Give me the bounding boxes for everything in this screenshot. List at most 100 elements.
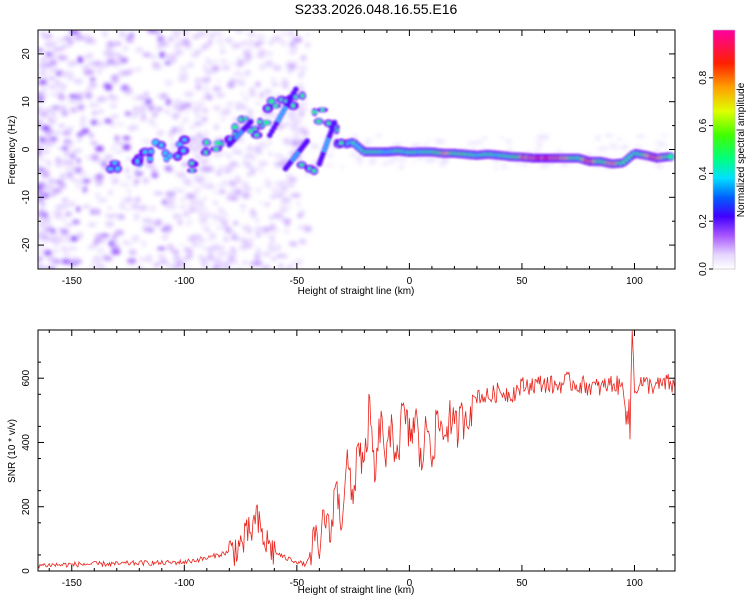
- noise-blob: [168, 133, 174, 140]
- noise-blob: [123, 45, 128, 52]
- noise-blob: [258, 160, 269, 167]
- noise-blob: [296, 113, 302, 117]
- noise-blob: [95, 120, 103, 126]
- noise-blob: [38, 256, 43, 261]
- noise-blob: [291, 263, 295, 267]
- noise-blob: [286, 173, 291, 178]
- noise-blob: [75, 91, 85, 97]
- noise-blob: [220, 118, 227, 121]
- spectrogram-y-label: Frequency (Hz): [7, 116, 18, 185]
- signal-cluster-core: [339, 141, 344, 145]
- noise-blob: [97, 258, 102, 266]
- noise-blob: [273, 212, 282, 219]
- noise-blob: [491, 160, 499, 164]
- spectrogram-y-axis: -20 -10 0 10 20: [21, 29, 675, 270]
- noise-blob: [138, 94, 144, 101]
- noise-blob: [201, 206, 208, 212]
- noise-blob: [177, 188, 185, 193]
- noise-blob: [599, 146, 609, 151]
- noise-blob: [243, 58, 251, 64]
- noise-blob: [293, 60, 299, 64]
- noise-blob: [281, 253, 288, 259]
- x-tick-label: -100: [174, 578, 194, 589]
- noise-blob: [224, 164, 235, 171]
- noise-blob: [438, 164, 446, 168]
- noise-blob: [199, 216, 206, 222]
- noise-blob: [164, 61, 171, 65]
- noise-blob: [173, 99, 182, 105]
- noise-blob: [286, 60, 292, 66]
- x-tick-label: 50: [516, 578, 528, 589]
- noise-blob: [202, 86, 209, 91]
- noise-blob: [118, 203, 126, 209]
- noise-blob: [554, 150, 563, 155]
- noise-blob: [543, 162, 549, 167]
- noise-blob: [258, 140, 265, 148]
- noise-blob: [41, 87, 47, 91]
- noise-blob: [300, 224, 307, 228]
- noise-blob: [330, 134, 338, 138]
- noise-blob: [86, 69, 96, 74]
- noise-blob: [235, 30, 243, 34]
- noise-blob: [285, 64, 291, 68]
- noise-blob: [207, 184, 215, 187]
- noise-blob: [521, 163, 528, 167]
- noise-blob: [229, 78, 235, 83]
- signal-cluster-core: [316, 119, 322, 124]
- signal-streak: [304, 138, 311, 144]
- noise-blob: [217, 185, 222, 188]
- colorbar-tick-label: 0.8: [698, 70, 709, 84]
- noise-blob: [152, 65, 163, 70]
- noise-blob: [177, 220, 183, 226]
- noise-blob: [203, 78, 207, 82]
- noise-blob: [204, 130, 209, 135]
- noise-blob: [65, 203, 70, 208]
- signal-cluster-core: [177, 142, 182, 146]
- noise-blob: [104, 155, 114, 162]
- noise-blob: [147, 54, 158, 60]
- noise-blob: [660, 134, 669, 137]
- noise-blob: [201, 116, 208, 122]
- noise-blob: [197, 146, 204, 151]
- noise-blob: [268, 40, 275, 45]
- noise-blob: [237, 265, 242, 269]
- noise-blob: [43, 107, 54, 115]
- noise-blob: [265, 266, 270, 269]
- noise-blob: [268, 140, 272, 145]
- noise-blob: [207, 94, 213, 101]
- y-tick-label: 10: [21, 96, 32, 108]
- colorbar: 0.0 0.2 0.4 0.6 0.8 Normalized spectral ampl…: [698, 29, 747, 276]
- noise-blob: [261, 112, 268, 116]
- noise-blob: [393, 144, 401, 148]
- noise-blob: [363, 142, 369, 147]
- noise-blob: [464, 158, 473, 161]
- noise-blob: [208, 33, 216, 39]
- noise-blob: [223, 214, 229, 217]
- noise-blob: [234, 178, 240, 184]
- noise-blob: [38, 231, 46, 237]
- noise-blob: [155, 219, 162, 226]
- signal-cluster-core: [248, 129, 253, 133]
- noise-blob: [63, 36, 72, 41]
- noise-blob: [172, 265, 178, 269]
- noise-blob: [635, 145, 644, 149]
- noise-blob: [205, 57, 210, 61]
- noise-blob: [240, 204, 246, 209]
- noise-blob: [174, 111, 182, 117]
- noise-blob: [585, 153, 593, 156]
- noise-blob: [57, 55, 64, 60]
- noise-blob: [252, 259, 263, 267]
- noise-blob: [95, 61, 104, 65]
- noise-blob: [220, 49, 225, 54]
- noise-blob: [280, 39, 286, 46]
- noise-blob: [126, 189, 132, 194]
- noise-blob: [95, 179, 103, 186]
- noise-blob: [260, 170, 265, 174]
- noise-blob: [61, 198, 69, 202]
- noise-blob: [239, 245, 249, 250]
- noise-blob: [76, 206, 81, 213]
- y-tick-label: 600: [21, 369, 32, 386]
- noise-blob: [276, 124, 284, 130]
- noise-blob: [41, 172, 50, 178]
